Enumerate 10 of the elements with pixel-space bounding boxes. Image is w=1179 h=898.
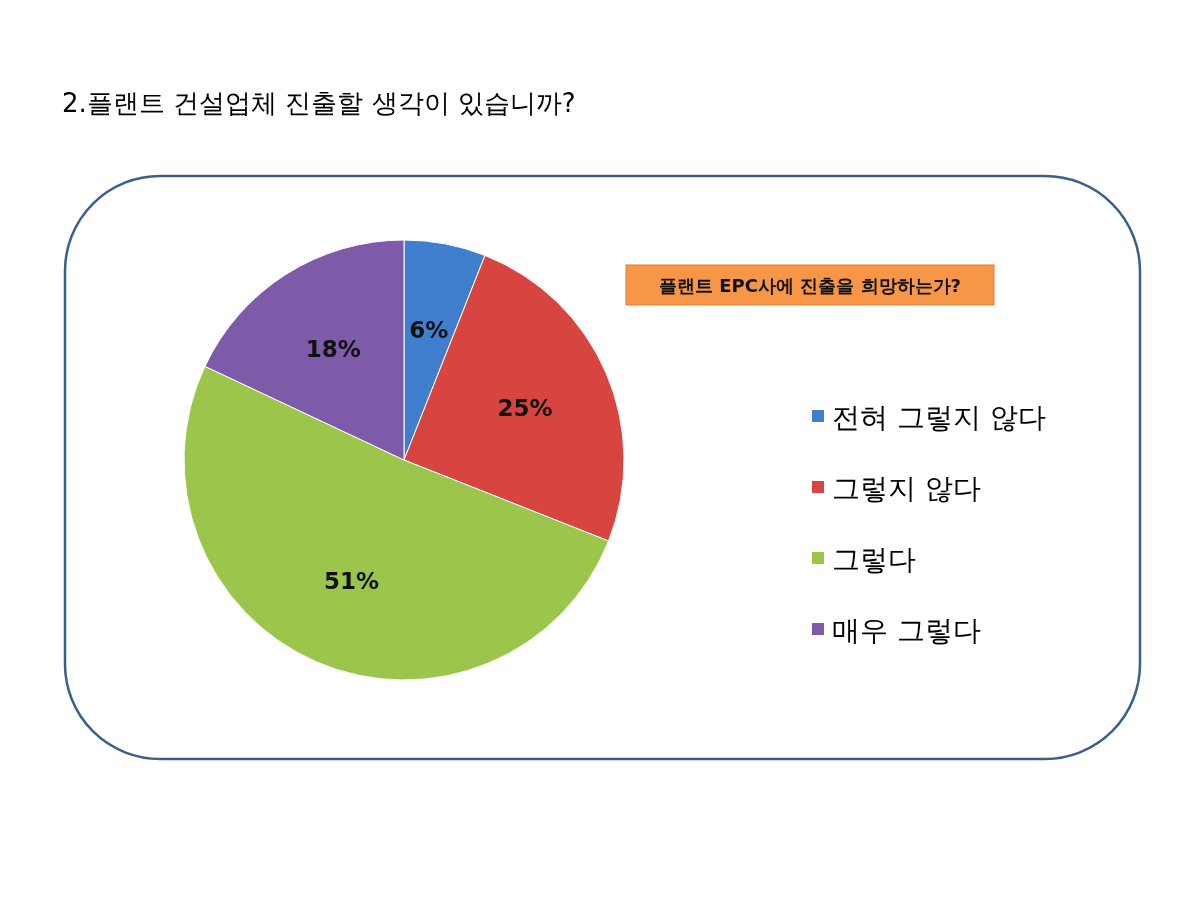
data-label: 6% bbox=[409, 317, 449, 344]
data-label: 25% bbox=[497, 394, 553, 421]
text: 플랜트 EPC사에 진출을 희망하는가? bbox=[659, 275, 961, 296]
data-label: 51% bbox=[324, 568, 380, 595]
legend-label: 그렇다 bbox=[832, 543, 916, 576]
legend-label: 전혀 그렇지 않다 bbox=[832, 401, 1046, 434]
legend-label: 그렇지 않다 bbox=[832, 472, 981, 505]
data-label: 18% bbox=[305, 335, 361, 362]
legend-label: 매우 그렇다 bbox=[832, 614, 981, 647]
chart-title: 2.플랜트 건설업체 진출할 생각이 있습니까? bbox=[62, 88, 576, 118]
